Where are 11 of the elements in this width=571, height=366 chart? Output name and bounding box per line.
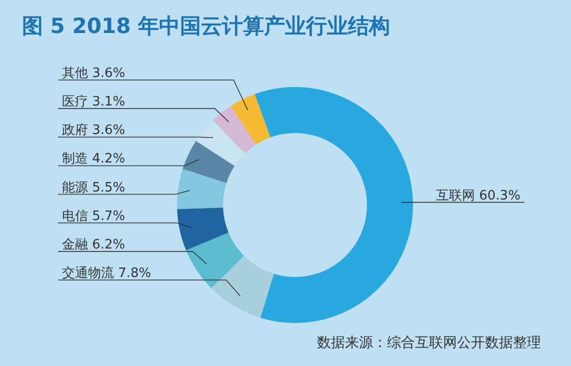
- slice-label: 能源 5.5%: [62, 180, 126, 196]
- slice-label: 政府 3.6%: [62, 122, 126, 138]
- chart-title: 图 5 2018 年中国云计算产业行业结构: [22, 13, 390, 40]
- slice-label: 其他 3.6%: [62, 66, 126, 81]
- slice-label: 互联网 60.3%: [436, 188, 520, 204]
- slice-label: 医疗 3.1%: [62, 94, 126, 110]
- source-note: 数据来源：综合互联网公开数据整理: [317, 334, 541, 352]
- slice-label: 电信 5.7%: [62, 208, 126, 224]
- slice-label: 制造 4.2%: [62, 152, 126, 167]
- slice-label: 金融 6.2%: [62, 237, 126, 252]
- slice-label: 交通物流 7.8%: [62, 265, 152, 281]
